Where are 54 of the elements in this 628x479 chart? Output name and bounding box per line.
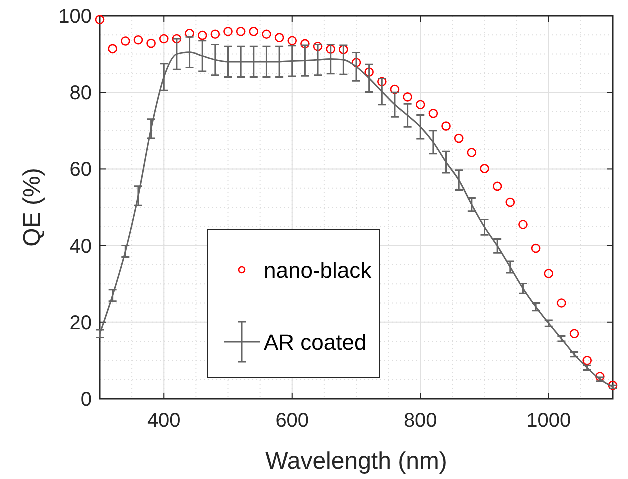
y-tick-label: 100 [58, 6, 92, 28]
point [352, 58, 362, 68]
point [172, 34, 182, 44]
point [274, 33, 284, 42]
point [467, 148, 477, 158]
point [108, 44, 118, 54]
x-tick-label: 800 [404, 410, 438, 432]
point [313, 42, 323, 52]
legend-label: AR coated [264, 330, 367, 355]
x-tick-label: 1000 [526, 410, 572, 432]
point [506, 198, 516, 208]
point [403, 92, 412, 102]
point [582, 356, 592, 366]
point [198, 30, 208, 40]
point [134, 35, 144, 45]
point [339, 45, 348, 54]
y-tick-label: 60 [70, 159, 92, 182]
y-axis-title: QE (%) [19, 168, 46, 247]
x-tick-label: 600 [276, 410, 310, 432]
point [224, 27, 233, 36]
point [570, 329, 580, 339]
point [146, 38, 156, 48]
point [596, 372, 605, 382]
point [544, 269, 554, 278]
point [518, 220, 528, 230]
point [428, 109, 438, 118]
point [454, 134, 464, 144]
point [185, 28, 194, 38]
point [210, 30, 220, 40]
point [159, 34, 169, 44]
point [121, 36, 130, 46]
point [249, 27, 259, 36]
point [557, 298, 566, 308]
x-axis-title: Wavelength (nm) [266, 448, 448, 475]
point [378, 77, 387, 87]
point [442, 122, 451, 131]
point [95, 15, 105, 24]
y-tick-label: 20 [70, 312, 92, 334]
point [236, 27, 246, 36]
y-tick-label: 0 [80, 389, 92, 411]
y-tick-label: 80 [70, 82, 92, 105]
y-tick-label: 40 [70, 236, 92, 258]
point [531, 244, 541, 254]
point [492, 182, 502, 192]
point [300, 39, 310, 49]
x-tick-label: 400 [147, 410, 181, 432]
point [364, 68, 374, 77]
point [416, 100, 426, 110]
point [390, 84, 400, 94]
point [480, 164, 490, 174]
legend-label: nano-black [264, 258, 373, 283]
point [262, 30, 272, 40]
point [288, 36, 298, 46]
point [326, 44, 336, 54]
